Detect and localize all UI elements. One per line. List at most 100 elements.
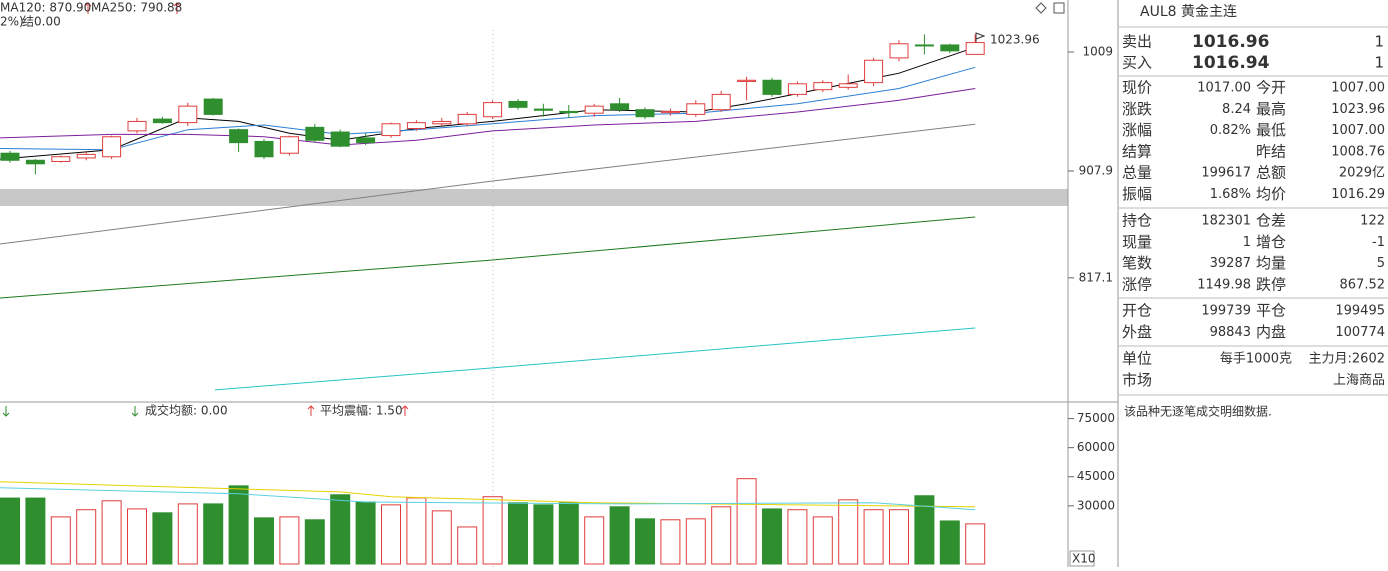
field-value: 199739 xyxy=(1201,304,1251,319)
legend-text: 2%) xyxy=(0,15,24,29)
quote-title: AUL8 黄金主连 xyxy=(1140,3,1237,20)
candle-body xyxy=(914,44,934,47)
book-size: 1 xyxy=(1374,33,1384,51)
candle-body xyxy=(127,120,147,132)
field-label: 最低 xyxy=(1256,121,1286,139)
candle-body xyxy=(483,102,503,118)
candle-body xyxy=(254,140,274,158)
volume-bar xyxy=(939,520,960,565)
field-value: 199617 xyxy=(1201,166,1251,181)
legend-text: 平均震幅: 1.50 xyxy=(320,403,403,418)
y-tick-label: 817.1 xyxy=(1079,270,1113,284)
volume-bar xyxy=(279,516,300,565)
field-value: 100774 xyxy=(1335,325,1385,340)
candle-body xyxy=(584,105,604,114)
legend-arrow xyxy=(2,406,139,417)
field-value: 1017.00 xyxy=(1197,81,1251,96)
diamond-icon[interactable] xyxy=(1035,2,1047,14)
candle-body xyxy=(660,110,680,114)
volume-bar xyxy=(609,506,630,565)
candle-body xyxy=(559,110,579,114)
field-label: 振幅 xyxy=(1122,185,1152,203)
candle-body xyxy=(533,108,553,111)
field-label: 仓差 xyxy=(1256,212,1286,230)
field-label: 均价 xyxy=(1256,185,1286,203)
book-label: 买入 xyxy=(1122,54,1152,72)
field-label: 跌停 xyxy=(1256,275,1286,293)
field-value: 199495 xyxy=(1335,304,1385,319)
field-value: 1149.98 xyxy=(1197,277,1251,292)
volume-bar xyxy=(482,496,503,565)
field-label: 现价 xyxy=(1122,79,1152,97)
moving-average-line xyxy=(0,216,976,299)
y-tick-label: 30000 xyxy=(1077,498,1115,512)
volume-bar xyxy=(914,495,935,565)
moving-average-line xyxy=(0,66,976,151)
candle-body xyxy=(406,122,426,130)
candle-body xyxy=(813,82,833,91)
field-label: 均量 xyxy=(1256,254,1286,272)
volume-bar xyxy=(0,497,20,565)
field-value: 122 xyxy=(1360,214,1385,229)
field-value: 1.68% xyxy=(1210,187,1251,202)
legend-text: MA120: 870.90 xyxy=(0,1,91,15)
candle-body xyxy=(686,103,706,115)
candle-body xyxy=(51,156,71,162)
volume-bar xyxy=(50,516,71,565)
moving-average-line xyxy=(214,327,976,391)
moving-average-line xyxy=(0,123,976,245)
field-label: 总额 xyxy=(1256,164,1286,182)
candle-body xyxy=(102,136,122,158)
scale-box xyxy=(1069,550,1095,567)
field-value: 39287 xyxy=(1210,256,1251,271)
field-label: 现量 xyxy=(1122,233,1152,251)
candle-body xyxy=(508,100,528,108)
moving-average-line xyxy=(0,481,976,508)
candle-body xyxy=(864,59,884,84)
field-value: 867.52 xyxy=(1340,277,1386,292)
window-icon[interactable] xyxy=(1053,2,1065,14)
legend-arrow xyxy=(84,2,181,14)
volume-bar xyxy=(304,519,325,565)
field-value: 1016.29 xyxy=(1331,187,1385,202)
field-value: 8.24 xyxy=(1222,102,1251,117)
candle-body xyxy=(0,152,20,161)
field-label: 市场 xyxy=(1122,371,1152,389)
field-value: 0.82% xyxy=(1210,123,1251,138)
candle-body xyxy=(889,43,909,59)
volume-bar xyxy=(406,497,427,565)
scale-label: X10 xyxy=(1072,552,1096,566)
volume-bar xyxy=(203,503,224,565)
field-label: 单位 xyxy=(1122,350,1152,368)
volume-bar xyxy=(508,502,528,565)
field-label: 总量 xyxy=(1122,164,1152,182)
quote-note: 该品种无逐笔成交明细数据. xyxy=(1124,404,1272,419)
candle-body xyxy=(178,105,198,124)
volume-bar xyxy=(127,508,147,565)
candle-body xyxy=(635,109,655,118)
legend-text: MA250: 790.88 xyxy=(91,1,182,15)
book-size: 1 xyxy=(1374,54,1384,72)
field-label: 涨跌 xyxy=(1122,100,1152,118)
candle-body xyxy=(305,126,325,141)
field-value: 98843 xyxy=(1210,325,1251,340)
field-value: 上海商品 xyxy=(1333,373,1385,388)
candle-body xyxy=(381,123,401,137)
field-label: 增仓 xyxy=(1256,233,1286,251)
volume-bar xyxy=(736,478,757,565)
volume-bar xyxy=(787,509,808,565)
y-tick-label: 45000 xyxy=(1077,469,1115,483)
candle-body xyxy=(762,79,782,95)
candle-body xyxy=(737,79,757,82)
field-value: 主力月:2602 xyxy=(1309,352,1385,367)
y-tick-label: 75000 xyxy=(1077,411,1115,425)
field-label: 涨停 xyxy=(1122,275,1152,293)
candle-body xyxy=(152,118,172,124)
legend-text: 结0.00 xyxy=(22,15,61,29)
book-label: 卖出 xyxy=(1122,33,1152,51)
legend-text: 成交均额: 0.00 xyxy=(145,403,228,418)
legend-arrow xyxy=(307,405,409,416)
field-value: -1 xyxy=(1372,235,1385,250)
